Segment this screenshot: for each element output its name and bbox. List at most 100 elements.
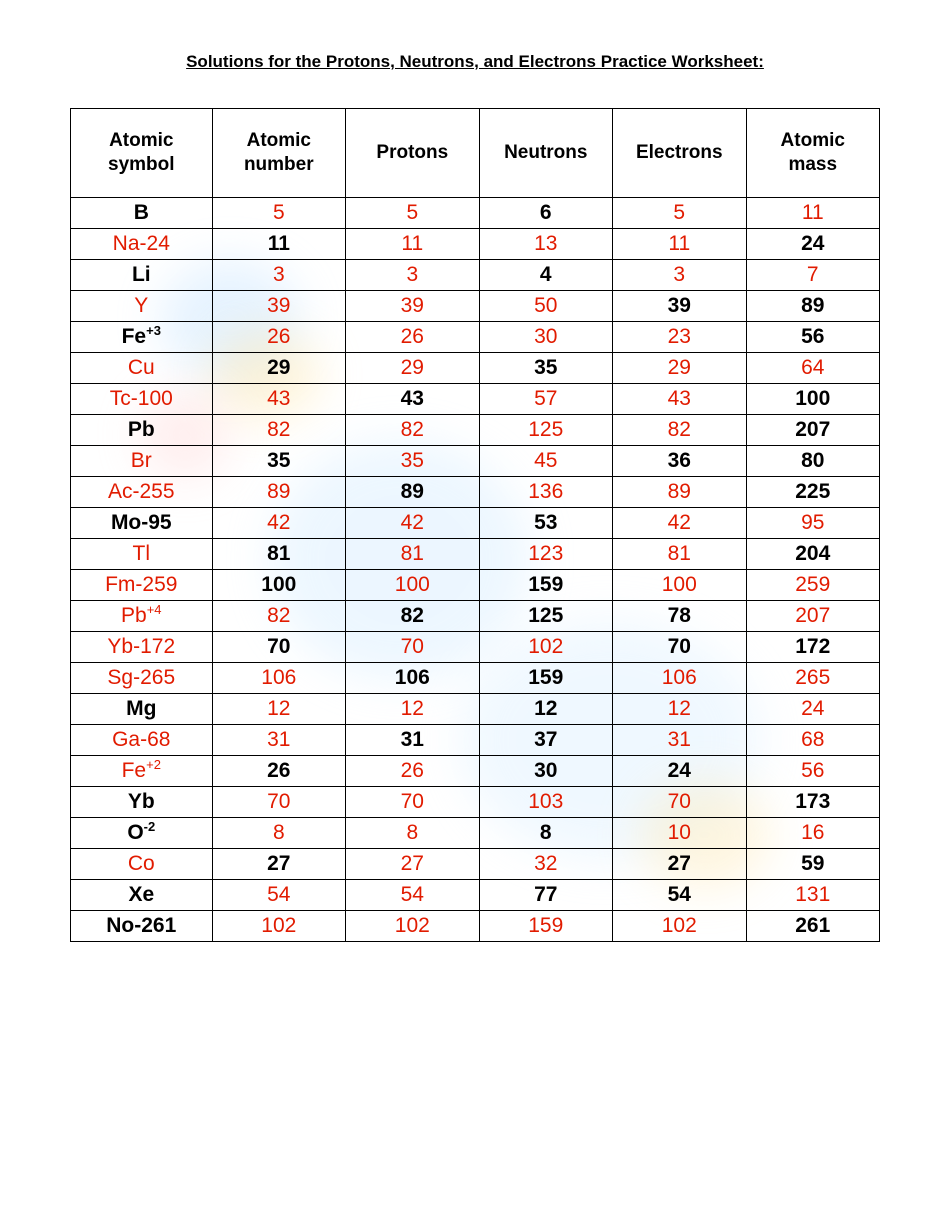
- table-cell: Na-24: [71, 229, 213, 260]
- table-cell: 3: [613, 260, 746, 291]
- table-cell: 8: [346, 818, 479, 849]
- table-row: Tc-10043435743100: [71, 384, 880, 415]
- table-cell: 43: [212, 384, 345, 415]
- table-cell: 64: [746, 353, 880, 384]
- table-row: Mg1212121224: [71, 694, 880, 725]
- table-row: Y3939503989: [71, 291, 880, 322]
- table-cell: Xe: [71, 880, 213, 911]
- table-cell: 173: [746, 787, 880, 818]
- column-header: Atomicnumber: [212, 109, 345, 198]
- table-cell: 5: [613, 198, 746, 229]
- table-cell: 159: [479, 570, 612, 601]
- table-row: B556511: [71, 198, 880, 229]
- table-cell: 31: [613, 725, 746, 756]
- table-cell: 31: [212, 725, 345, 756]
- table-header-row: AtomicsymbolAtomicnumberProtonsNeutronsE…: [71, 109, 880, 198]
- table-cell: 43: [346, 384, 479, 415]
- table-cell: 5: [212, 198, 345, 229]
- table-cell: 54: [212, 880, 345, 911]
- table-cell: Fe+2: [71, 756, 213, 787]
- table-cell: 131: [746, 880, 880, 911]
- table-cell: 29: [613, 353, 746, 384]
- table-cell: 6: [479, 198, 612, 229]
- table-row: Fe+22626302456: [71, 756, 880, 787]
- table-cell: Ga-68: [71, 725, 213, 756]
- table-cell: 35: [346, 446, 479, 477]
- table-cell: 125: [479, 601, 612, 632]
- table-cell: 265: [746, 663, 880, 694]
- table-cell: 70: [346, 632, 479, 663]
- table-cell: Ac-255: [71, 477, 213, 508]
- elements-table: AtomicsymbolAtomicnumberProtonsNeutronsE…: [70, 108, 880, 942]
- column-header: Electrons: [613, 109, 746, 198]
- table-cell: 11: [212, 229, 345, 260]
- table-cell: 11: [346, 229, 479, 260]
- table-row: Sg-265106106159106265: [71, 663, 880, 694]
- table-cell: 56: [746, 756, 880, 787]
- table-cell: 57: [479, 384, 612, 415]
- table-row: Yb-172707010270172: [71, 632, 880, 663]
- table-cell: 172: [746, 632, 880, 663]
- column-header: Neutrons: [479, 109, 612, 198]
- table-row: Ac-255898913689225: [71, 477, 880, 508]
- table-cell: 70: [212, 787, 345, 818]
- table-cell: 36: [613, 446, 746, 477]
- table-cell: Fe+3: [71, 322, 213, 353]
- table-row: No-261102102159102261: [71, 911, 880, 942]
- table-cell: Yb-172: [71, 632, 213, 663]
- table-row: Xe54547754131: [71, 880, 880, 911]
- table-cell: 100: [613, 570, 746, 601]
- table-cell: 30: [479, 756, 612, 787]
- table-cell: 53: [479, 508, 612, 539]
- page-title: Solutions for the Protons, Neutrons, and…: [70, 52, 880, 72]
- table-cell: 207: [746, 601, 880, 632]
- table-cell: 100: [346, 570, 479, 601]
- table-cell: 225: [746, 477, 880, 508]
- table-cell: 259: [746, 570, 880, 601]
- table-cell: 136: [479, 477, 612, 508]
- table-cell: 35: [479, 353, 612, 384]
- table-cell: 8: [212, 818, 345, 849]
- table-cell: 45: [479, 446, 612, 477]
- table-cell: Pb: [71, 415, 213, 446]
- table-row: Br3535453680: [71, 446, 880, 477]
- table-cell: 80: [746, 446, 880, 477]
- table-cell: 54: [613, 880, 746, 911]
- table-cell: 24: [746, 229, 880, 260]
- table-cell: 27: [212, 849, 345, 880]
- table-cell: 82: [613, 415, 746, 446]
- table-cell: Pb+4: [71, 601, 213, 632]
- table-cell: 106: [346, 663, 479, 694]
- table-cell: 102: [212, 911, 345, 942]
- table-cell: 54: [346, 880, 479, 911]
- table-cell: 10: [613, 818, 746, 849]
- table-cell: 261: [746, 911, 880, 942]
- table-cell: 102: [346, 911, 479, 942]
- table-row: Cu2929352964: [71, 353, 880, 384]
- table-cell: 125: [479, 415, 612, 446]
- table-cell: 82: [212, 601, 345, 632]
- table-cell: 30: [479, 322, 612, 353]
- table-cell: Fm-259: [71, 570, 213, 601]
- table-cell: 3: [212, 260, 345, 291]
- table-cell: 32: [479, 849, 612, 880]
- table-cell: 70: [346, 787, 479, 818]
- table-cell: 11: [746, 198, 880, 229]
- table-cell: 70: [212, 632, 345, 663]
- table-cell: O-2: [71, 818, 213, 849]
- worksheet-page: Solutions for the Protons, Neutrons, and…: [0, 0, 950, 1229]
- table-cell: 81: [613, 539, 746, 570]
- column-header: Protons: [346, 109, 479, 198]
- table-cell: 39: [346, 291, 479, 322]
- table-cell: 50: [479, 291, 612, 322]
- table-cell: 207: [746, 415, 880, 446]
- table-cell: 35: [212, 446, 345, 477]
- table-cell: 12: [479, 694, 612, 725]
- table-cell: Li: [71, 260, 213, 291]
- table-cell: 4: [479, 260, 612, 291]
- table-cell: 78: [613, 601, 746, 632]
- table-cell: Cu: [71, 353, 213, 384]
- table-cell: Yb: [71, 787, 213, 818]
- table-cell: Mo-95: [71, 508, 213, 539]
- table-cell: Y: [71, 291, 213, 322]
